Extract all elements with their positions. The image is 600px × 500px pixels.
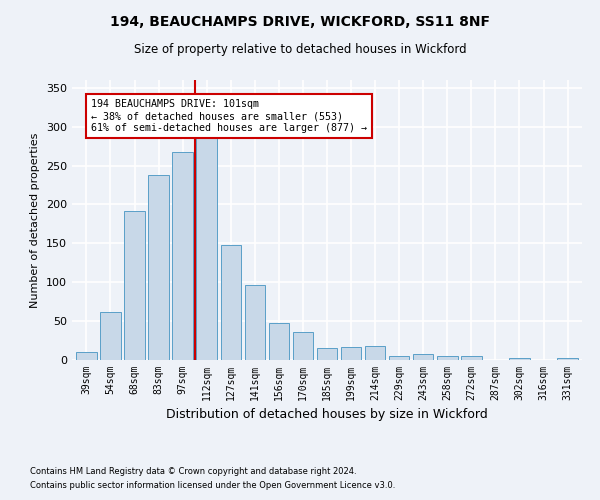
Bar	[365, 346, 385, 360]
Text: Contains HM Land Registry data © Crown copyright and database right 2024.: Contains HM Land Registry data © Crown c…	[30, 467, 356, 476]
Bar	[413, 354, 433, 360]
Bar	[221, 245, 241, 360]
Bar	[389, 356, 409, 360]
X-axis label: Distribution of detached houses by size in Wickford: Distribution of detached houses by size …	[166, 408, 488, 422]
Bar	[557, 358, 578, 360]
Text: 194, BEAUCHAMPS DRIVE, WICKFORD, SS11 8NF: 194, BEAUCHAMPS DRIVE, WICKFORD, SS11 8N…	[110, 15, 490, 29]
Bar	[509, 358, 530, 360]
Bar	[196, 138, 217, 360]
Bar	[245, 286, 265, 360]
Bar	[341, 347, 361, 360]
Bar	[76, 352, 97, 360]
Text: Contains public sector information licensed under the Open Government Licence v3: Contains public sector information licen…	[30, 481, 395, 490]
Bar	[461, 356, 482, 360]
Bar	[317, 348, 337, 360]
Bar	[269, 322, 289, 360]
Y-axis label: Number of detached properties: Number of detached properties	[31, 132, 40, 308]
Bar	[100, 312, 121, 360]
Bar	[124, 210, 145, 360]
Text: Size of property relative to detached houses in Wickford: Size of property relative to detached ho…	[134, 42, 466, 56]
Bar	[293, 332, 313, 360]
Bar	[437, 356, 458, 360]
Bar	[172, 152, 193, 360]
Bar	[148, 175, 169, 360]
Text: 194 BEAUCHAMPS DRIVE: 101sqm
← 38% of detached houses are smaller (553)
61% of s: 194 BEAUCHAMPS DRIVE: 101sqm ← 38% of de…	[91, 100, 367, 132]
